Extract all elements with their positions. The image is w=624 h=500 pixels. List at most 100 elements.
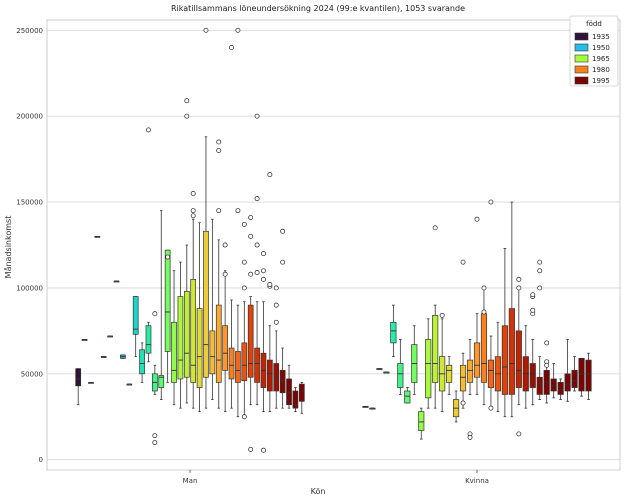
outlier-point <box>432 225 438 231</box>
x-tick-label: Kvinna <box>465 477 489 485</box>
outlier-point <box>241 259 247 265</box>
box-body <box>418 411 425 431</box>
box <box>260 251 267 453</box>
box-body <box>215 304 222 383</box>
outlier-point <box>481 285 487 291</box>
box-body <box>145 325 152 354</box>
box <box>369 407 376 410</box>
outlier-point <box>152 311 158 317</box>
outlier-point <box>222 271 228 277</box>
box <box>411 325 418 395</box>
box <box>390 304 397 358</box>
outlier-point <box>516 285 522 291</box>
outlier-point <box>241 414 247 420</box>
outlier-point <box>152 433 158 439</box>
box <box>113 280 120 283</box>
outlier-point <box>184 98 190 104</box>
box-body <box>404 390 411 404</box>
outlier-point <box>516 431 522 437</box>
outlier-point <box>254 242 260 248</box>
box-body <box>557 382 564 395</box>
box <box>228 45 235 409</box>
box-body <box>459 364 467 392</box>
box-body <box>139 349 145 375</box>
outlier-point <box>216 208 222 214</box>
box <box>536 259 543 400</box>
box-body <box>536 376 543 395</box>
outlier-point <box>190 191 196 196</box>
box <box>298 382 305 414</box>
box-body <box>171 321 177 383</box>
legend-label: 1995 <box>592 77 610 85</box>
box <box>126 383 133 386</box>
box-body <box>564 373 571 392</box>
outlier-point <box>544 340 550 346</box>
box-body <box>508 308 515 395</box>
box <box>100 356 107 358</box>
outlier-point <box>460 259 466 265</box>
box <box>81 339 88 341</box>
box <box>404 387 411 404</box>
outlier-point <box>241 221 247 227</box>
box-body <box>487 359 495 388</box>
box-body <box>75 368 82 387</box>
box <box>171 270 177 406</box>
box-body <box>578 358 585 392</box>
outlier-point <box>273 302 279 308</box>
outlier-point <box>488 199 494 205</box>
outlier-point <box>254 113 260 119</box>
box-body <box>158 375 165 388</box>
box <box>190 191 197 409</box>
plot-frame <box>46 19 621 471</box>
box-body <box>254 347 260 383</box>
box <box>145 127 152 363</box>
box <box>241 221 248 420</box>
box <box>515 276 522 437</box>
box-body <box>298 383 305 402</box>
outlier-point <box>248 446 254 452</box>
outlier-point <box>280 259 286 265</box>
box-body <box>279 370 286 394</box>
legend-label: 1950 <box>592 44 610 52</box>
box <box>383 371 390 374</box>
outlier-point <box>216 139 222 145</box>
box-body <box>177 296 184 380</box>
legend-swatch <box>574 54 589 63</box>
chart-title: Rikatillsammans löneundersökning 2024 (9… <box>171 4 465 13</box>
box <box>132 296 139 358</box>
box <box>418 407 425 440</box>
box <box>203 27 209 409</box>
y-tick-label: 50000 <box>21 370 43 378</box>
y-tick-label: 250000 <box>16 27 43 35</box>
box <box>550 363 557 399</box>
y-tick-labels: 0 50000 100000 150000 200000 250000 <box>16 27 43 464</box>
box <box>273 285 280 409</box>
outlier-point <box>248 233 254 239</box>
outlier-point <box>261 447 266 453</box>
box-body <box>550 378 557 392</box>
box-body <box>209 330 216 375</box>
box-body <box>480 313 488 383</box>
box-body <box>228 347 235 380</box>
box <box>235 27 241 418</box>
box <box>196 222 203 413</box>
outlier-point <box>261 276 266 282</box>
box <box>439 312 446 413</box>
box <box>164 249 171 383</box>
box-body <box>397 363 404 388</box>
outlier-point <box>261 268 266 274</box>
y-tick-label: 200000 <box>16 113 43 121</box>
outlier-point <box>146 127 151 133</box>
box-body <box>446 364 453 383</box>
box <box>508 201 515 418</box>
box-body <box>501 325 508 395</box>
box-body <box>222 325 228 371</box>
box <box>75 368 82 406</box>
y-tick-label: 150000 <box>16 199 43 207</box>
box <box>183 98 190 404</box>
outlier-point <box>267 172 273 178</box>
box <box>432 225 439 409</box>
outlier-point <box>203 27 209 33</box>
box-body <box>466 359 474 383</box>
outlier-point <box>467 434 473 440</box>
